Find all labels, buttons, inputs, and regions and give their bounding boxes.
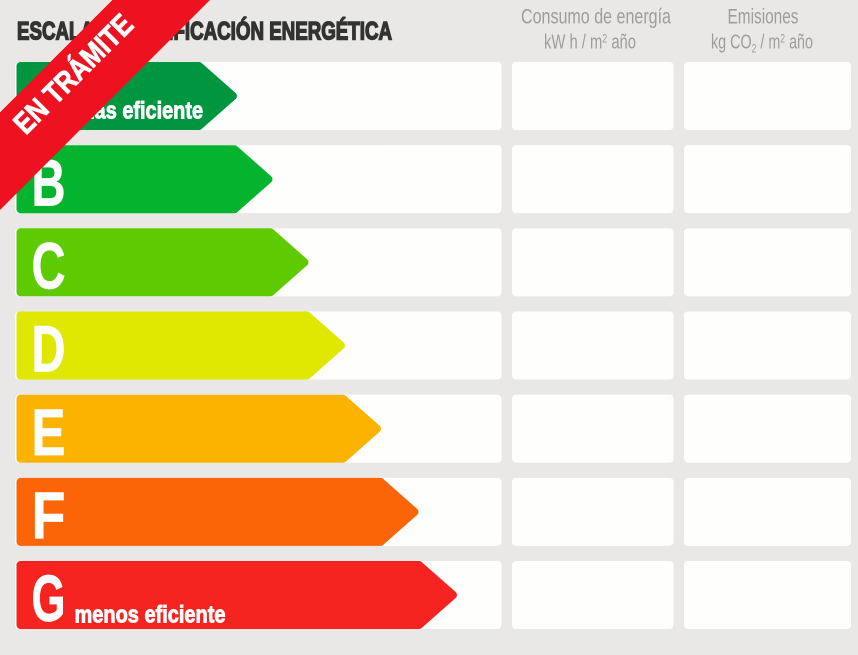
svg-text:Consumo de energía: Consumo de energía (521, 5, 671, 28)
svg-text:B: B (32, 145, 66, 219)
svg-text:kg CO2 / m2 año: kg CO2 / m2 año (711, 31, 813, 55)
svg-text:menos eficiente: menos eficiente (75, 601, 226, 628)
svg-text:kW h / m2 año: kW h / m2 año (544, 31, 636, 53)
svg-text:G: G (32, 561, 66, 635)
svg-text:D: D (32, 312, 66, 386)
svg-text:F: F (32, 478, 66, 552)
svg-text:ESCALA DE CALIFICACIÓN ENERGÉT: ESCALA DE CALIFICACIÓN ENERGÉTICA (17, 16, 392, 46)
svg-text:Emisiones: Emisiones (728, 5, 799, 28)
svg-text:C: C (32, 229, 66, 303)
svg-text:E: E (32, 395, 66, 469)
